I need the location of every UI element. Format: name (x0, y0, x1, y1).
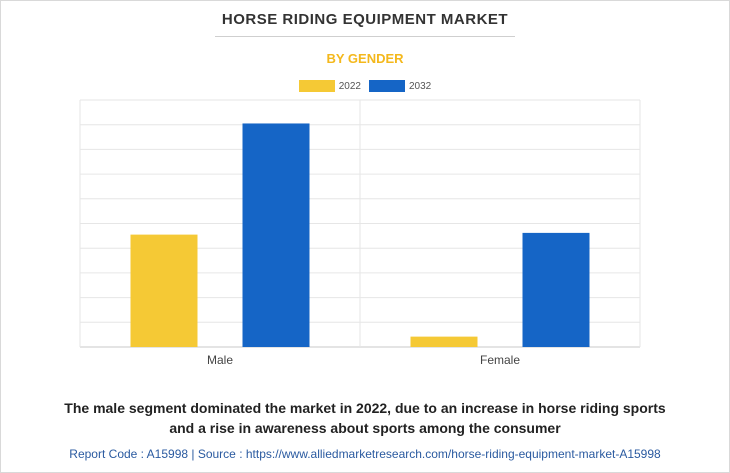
bar-female-2032 (522, 232, 590, 347)
legend-swatch-2032 (369, 80, 405, 92)
caption-line-2: and a rise in awareness about sports amo… (169, 420, 561, 436)
caption-line-1: The male segment dominated the market in… (64, 400, 666, 416)
report-source-footer: Report Code : A15998 | Source : https://… (69, 447, 661, 461)
chart-subtitle: BY GENDER (326, 51, 404, 66)
bar-male-2022 (130, 234, 198, 347)
title-divider (215, 36, 515, 37)
legend-item-2022: 2022 (298, 80, 361, 92)
chart-caption: The male segment dominated the market in… (0, 398, 730, 438)
x-tick-label-male: Male (207, 353, 233, 367)
legend-label-2032: 2032 (409, 80, 432, 92)
x-tick-label-female: Female (480, 353, 520, 367)
bar-female-2022 (410, 336, 478, 347)
legend-swatch-2022 (298, 80, 335, 92)
legend-item-2032: 2032 (369, 80, 431, 92)
legend: 2022 2032 (0, 80, 730, 92)
bar-male-2032 (242, 123, 310, 347)
legend-label-2022: 2022 (338, 80, 361, 92)
chart-title: HORSE RIDING EQUIPMENT MARKET (221, 11, 509, 28)
